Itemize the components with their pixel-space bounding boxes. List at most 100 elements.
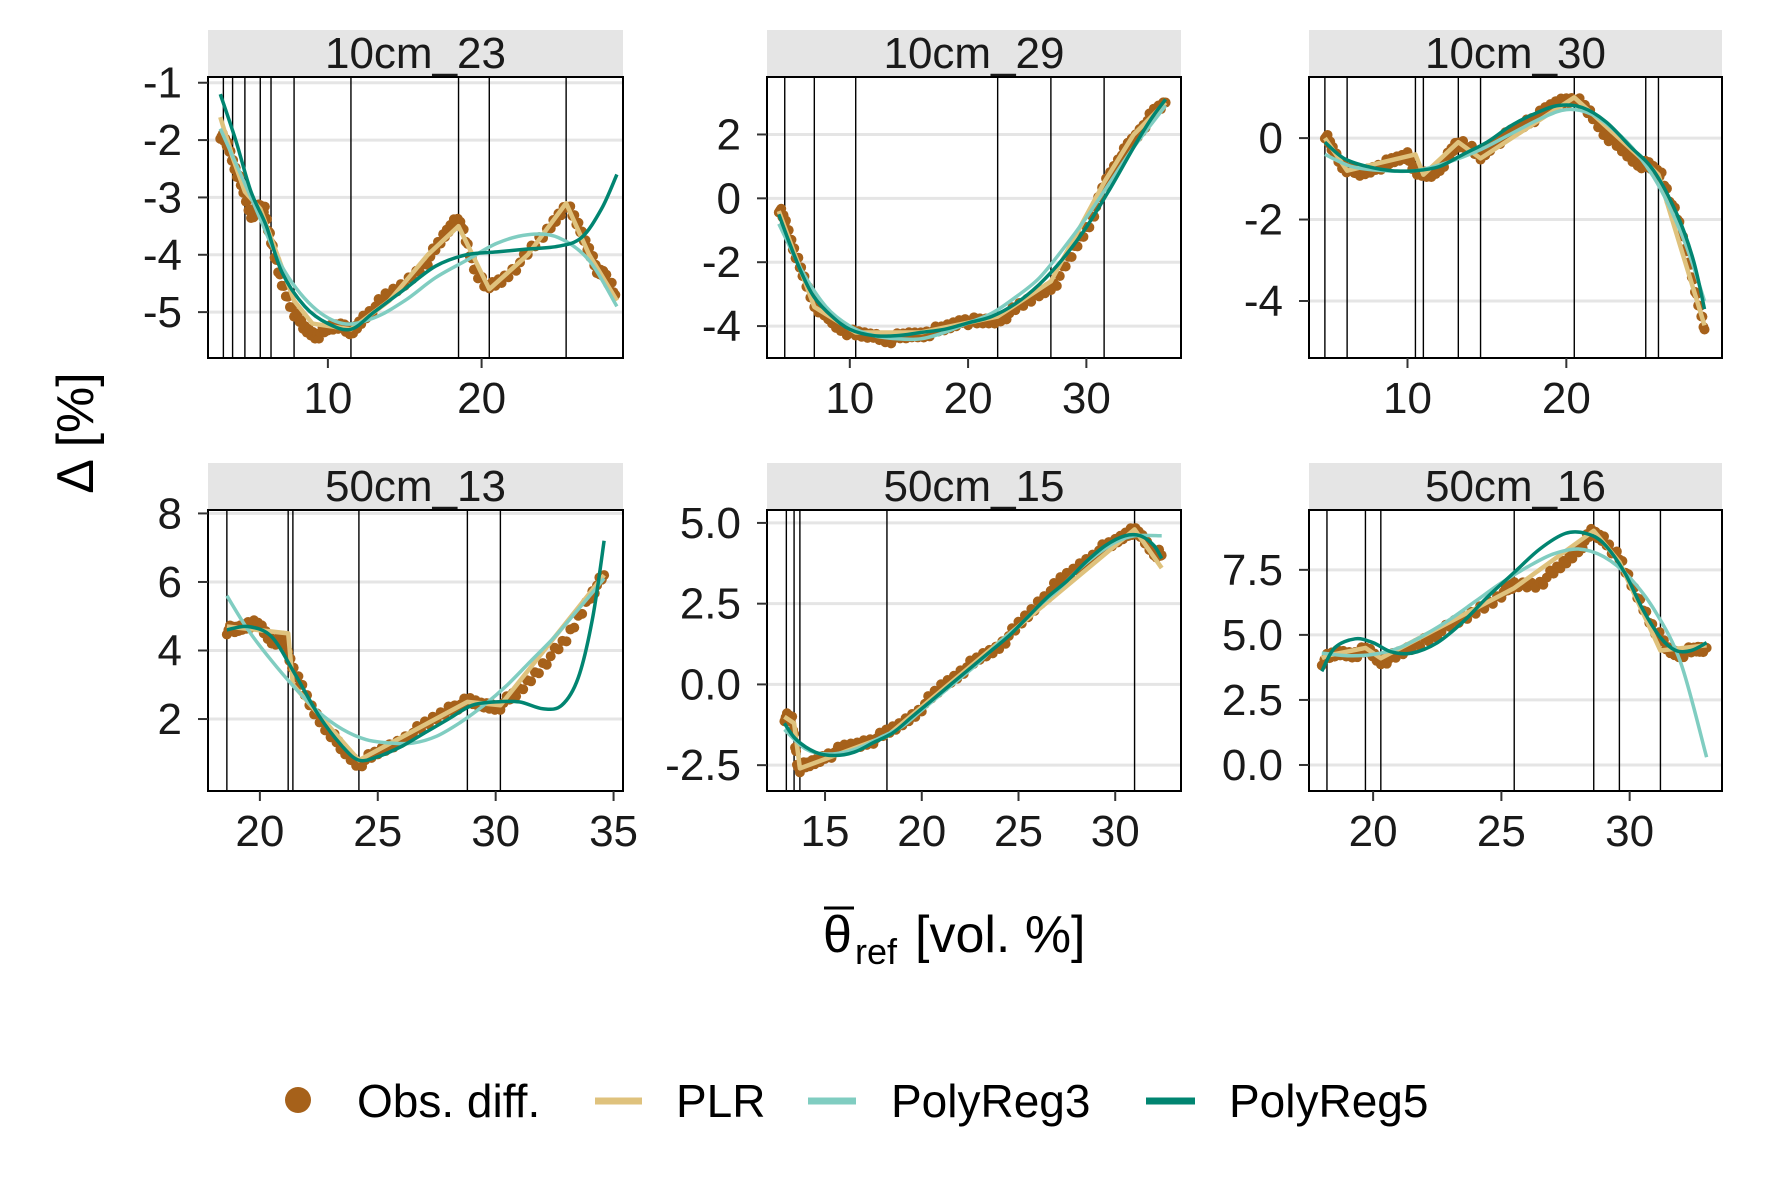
facet-strip <box>767 30 1181 77</box>
x-axis-title-subscript: ref <box>855 931 898 972</box>
x-tick-label: 20 <box>1542 374 1591 423</box>
plot-area <box>215 77 621 358</box>
obs-point <box>1066 252 1077 263</box>
y-tick-label: 0.0 <box>1222 741 1283 790</box>
obs-point <box>561 636 572 647</box>
plot-area <box>1316 510 1712 791</box>
y-tick-label: -2.5 <box>665 741 741 790</box>
y-tick-label: -3 <box>143 173 182 222</box>
y-tick-label: 2 <box>158 695 182 744</box>
obs-point <box>541 659 552 670</box>
y-axis-title: Δ [%] <box>47 372 105 493</box>
x-tick-label: 35 <box>589 807 638 856</box>
y-tick-label: 0 <box>717 174 741 223</box>
series-plr-line <box>1320 528 1707 661</box>
y-tick-label: -2 <box>702 238 741 287</box>
facet-strip <box>1309 30 1722 77</box>
x-tick-label: 30 <box>1605 807 1654 856</box>
plot-area <box>779 510 1167 791</box>
obs-point <box>518 684 529 695</box>
y-tick-label: 2.5 <box>680 580 741 629</box>
y-tick-label: 0 <box>1259 114 1283 163</box>
x-tick-label: 30 <box>1091 807 1140 856</box>
x-tick-label: 25 <box>994 807 1043 856</box>
obs-point <box>526 676 537 687</box>
y-tick-label: -2 <box>143 116 182 165</box>
series-polyreg5-line <box>226 540 606 763</box>
panel-border <box>766 509 1182 792</box>
x-tick-label: 10 <box>825 374 874 423</box>
x-tick-label: 20 <box>457 374 506 423</box>
y-tick-label: -5 <box>143 288 182 337</box>
y-tick-label: 5.0 <box>1222 611 1283 660</box>
x-tick-label: 10 <box>1383 374 1432 423</box>
series-polyreg5-line <box>782 532 1164 758</box>
facet-50cm_15: 50cm_15 5.0 2.5 0.0 -2.5 15 20 25 30 <box>665 462 1182 856</box>
obs-point <box>533 668 544 679</box>
series-polyreg5-line <box>777 98 1168 338</box>
panel-border <box>1308 76 1723 359</box>
y-tick-label: -1 <box>143 59 182 108</box>
y-tick-label: 5.0 <box>680 499 741 548</box>
facet-50cm_13: 50cm_13 8 6 4 2 20 25 30 35 <box>158 462 639 856</box>
y-tick-label: 4 <box>158 627 182 676</box>
facet-strip <box>767 463 1181 510</box>
x-tick-label: 10 <box>303 374 352 423</box>
y-tick-label: 7.5 <box>1222 546 1283 595</box>
y-tick-label: -4 <box>702 302 741 351</box>
x-axis-title-unit: [vol. %] <box>915 906 1086 964</box>
facet-strip-label: 50cm_16 <box>1425 462 1606 511</box>
series-plr-line <box>783 527 1164 771</box>
x-tick-label: 20 <box>897 807 946 856</box>
series-polyreg3-line <box>225 577 606 746</box>
series-polyreg5-line <box>1320 530 1708 673</box>
facet-strip-label: 10cm_30 <box>1425 29 1606 78</box>
y-tick-label: 2.5 <box>1222 676 1283 725</box>
facet-strip <box>208 30 623 77</box>
plot-area <box>221 510 610 791</box>
obs-point <box>1060 261 1071 272</box>
facet-strip <box>208 463 623 510</box>
facet-10cm_30: 10cm_30 0 -2 -4 10 20 <box>1244 29 1723 423</box>
legend-label-obs: Obs. diff. <box>357 1075 540 1127</box>
x-tick-label: 25 <box>1477 807 1526 856</box>
series-polyreg5-line <box>218 93 619 332</box>
y-tick-label: 0.0 <box>680 660 741 709</box>
legend: Obs. diff. PLR PolyReg3 PolyReg5 <box>285 1075 1428 1127</box>
facet-strip-label: 10cm_29 <box>883 29 1064 78</box>
legend-label-poly3: PolyReg3 <box>891 1075 1090 1127</box>
series-polyreg3-line <box>777 104 1167 342</box>
panel-border <box>207 76 624 359</box>
series-plr-line <box>776 100 1168 335</box>
y-tick-label: 2 <box>717 110 741 159</box>
obs-point <box>569 622 580 633</box>
facet-strip-label: 50cm_15 <box>883 462 1064 511</box>
series-polyreg5-line <box>1323 103 1707 310</box>
panel-border <box>766 76 1182 359</box>
panel-border <box>1308 509 1723 792</box>
x-axis-title-symbol: θ <box>823 906 852 964</box>
obs-point <box>553 644 564 655</box>
obs-point <box>545 651 556 662</box>
y-tick-label: 8 <box>158 489 182 538</box>
facet-strip-label: 50cm_13 <box>325 462 506 511</box>
obs-point <box>511 691 522 702</box>
y-tick-label: -4 <box>143 231 182 280</box>
x-tick-label: 25 <box>353 807 402 856</box>
plot-area <box>773 77 1171 358</box>
y-tick-label: 6 <box>158 558 182 607</box>
x-tick-label: 20 <box>235 807 284 856</box>
x-tick-label: 30 <box>1062 374 1111 423</box>
x-axis-title: θ ref [vol. %] <box>823 906 1086 972</box>
obs-point <box>1051 280 1062 291</box>
facet-10cm_23: 10cm_23 -1 -2 -3 -4 -5 10 20 <box>143 29 624 423</box>
plot-area <box>1319 77 1710 358</box>
x-tick-label: 20 <box>944 374 993 423</box>
facet-50cm_16: 50cm_16 7.5 5.0 2.5 0.0 20 25 30 <box>1222 462 1723 856</box>
x-tick-label: 20 <box>1349 807 1398 856</box>
series-polyreg3-line <box>783 533 1162 756</box>
facet-strip <box>1309 463 1722 510</box>
